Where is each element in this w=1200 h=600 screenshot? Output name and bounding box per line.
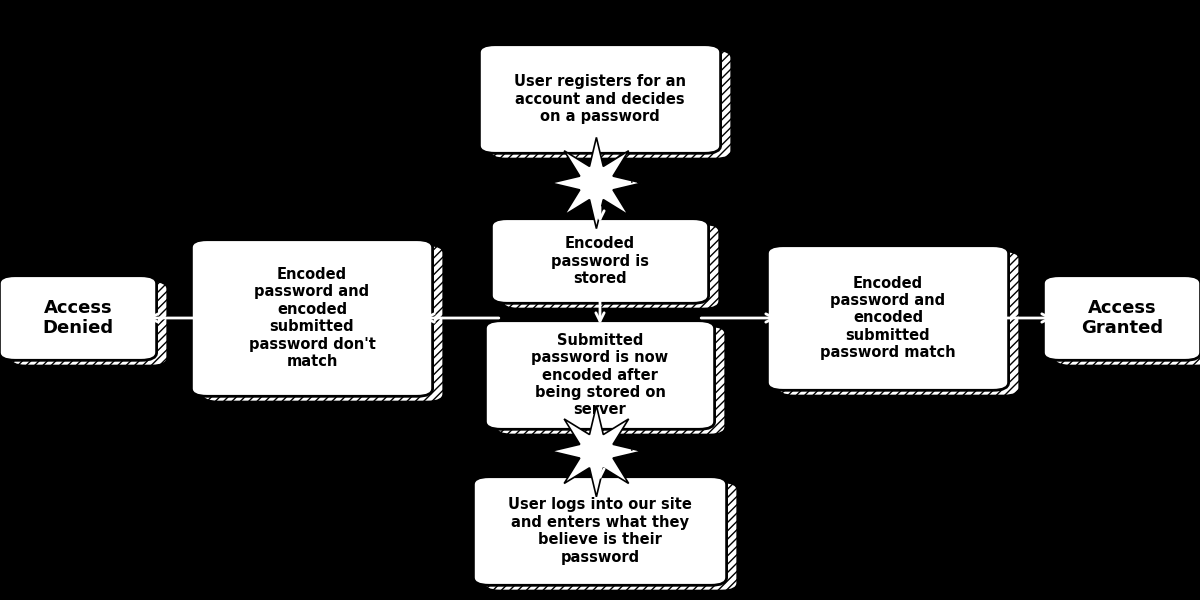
FancyBboxPatch shape xyxy=(473,476,726,586)
Text: Submitted
password is now
encoded after
being stored on
server: Submitted password is now encoded after … xyxy=(532,332,668,418)
Text: Encoded
password and
encoded
submitted
password don't
match: Encoded password and encoded submitted p… xyxy=(248,267,376,369)
Text: Hash: Hash xyxy=(630,441,661,454)
FancyBboxPatch shape xyxy=(768,246,1008,391)
FancyBboxPatch shape xyxy=(203,245,444,402)
Text: Encoded
password is
stored: Encoded password is stored xyxy=(551,236,649,286)
FancyBboxPatch shape xyxy=(485,320,714,430)
FancyBboxPatch shape xyxy=(492,219,708,304)
FancyBboxPatch shape xyxy=(192,239,432,396)
Text: Access
Denied: Access Denied xyxy=(42,299,114,337)
FancyBboxPatch shape xyxy=(11,281,168,365)
Text: Encoded
password and
encoded
submitted
password match: Encoded password and encoded submitted p… xyxy=(820,275,956,360)
FancyBboxPatch shape xyxy=(497,326,726,434)
Polygon shape xyxy=(551,406,642,497)
FancyBboxPatch shape xyxy=(485,482,737,590)
FancyBboxPatch shape xyxy=(480,45,720,153)
Polygon shape xyxy=(551,137,642,229)
Text: Access
Granted: Access Granted xyxy=(1081,299,1163,337)
FancyBboxPatch shape xyxy=(1055,281,1200,365)
Text: User logs into our site
and enters what they
believe is their
password: User logs into our site and enters what … xyxy=(508,497,692,565)
FancyBboxPatch shape xyxy=(491,50,731,159)
FancyBboxPatch shape xyxy=(0,275,156,360)
FancyBboxPatch shape xyxy=(778,251,1019,396)
FancyBboxPatch shape xyxy=(1044,275,1200,360)
Text: Hash: Hash xyxy=(630,173,661,186)
Text: User registers for an
account and decides
on a password: User registers for an account and decide… xyxy=(514,74,686,124)
FancyBboxPatch shape xyxy=(503,224,719,309)
